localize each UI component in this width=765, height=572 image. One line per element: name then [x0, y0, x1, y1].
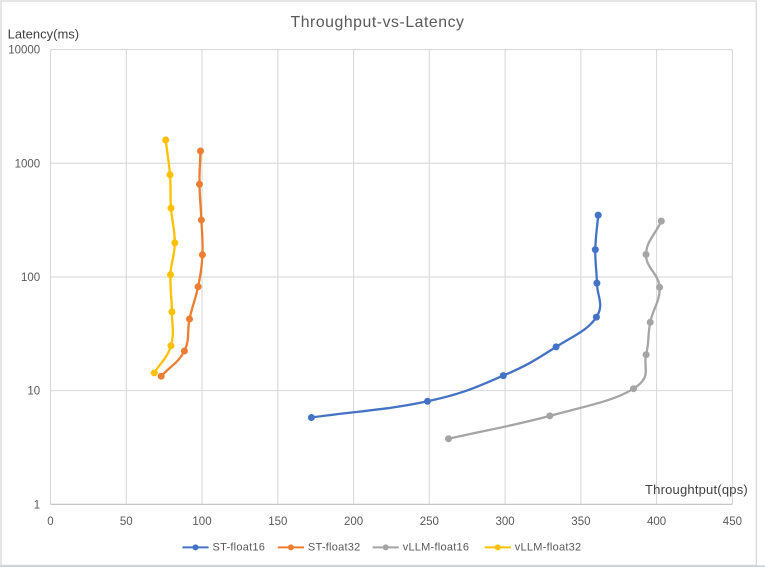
svg-text:0: 0: [47, 516, 53, 528]
svg-text:1000: 1000: [15, 158, 41, 170]
svg-text:10000: 10000: [8, 45, 40, 57]
svg-text:150: 150: [268, 516, 287, 528]
svg-text:vLLM-float16: vLLM-float16: [403, 542, 470, 554]
svg-text:250: 250: [420, 516, 439, 528]
svg-text:ST-float16: ST-float16: [213, 542, 266, 554]
svg-text:350: 350: [571, 516, 590, 528]
svg-text:1: 1: [34, 499, 40, 511]
svg-text:50: 50: [120, 516, 133, 528]
svg-text:Throughput-vs-Latency: Throughput-vs-Latency: [291, 14, 465, 31]
svg-text:100: 100: [192, 516, 211, 528]
svg-text:Latency(ms): Latency(ms): [8, 26, 80, 41]
svg-text:100: 100: [21, 272, 40, 284]
svg-text:200: 200: [344, 516, 363, 528]
svg-text:450: 450: [723, 516, 742, 528]
svg-text:400: 400: [647, 516, 666, 528]
svg-text:Throughtput(qps): Throughtput(qps): [645, 482, 748, 497]
svg-text:ST-float32: ST-float32: [308, 542, 361, 554]
svg-text:300: 300: [496, 516, 515, 528]
svg-text:vLLM-float32: vLLM-float32: [515, 542, 582, 554]
svg-text:10: 10: [27, 386, 40, 398]
